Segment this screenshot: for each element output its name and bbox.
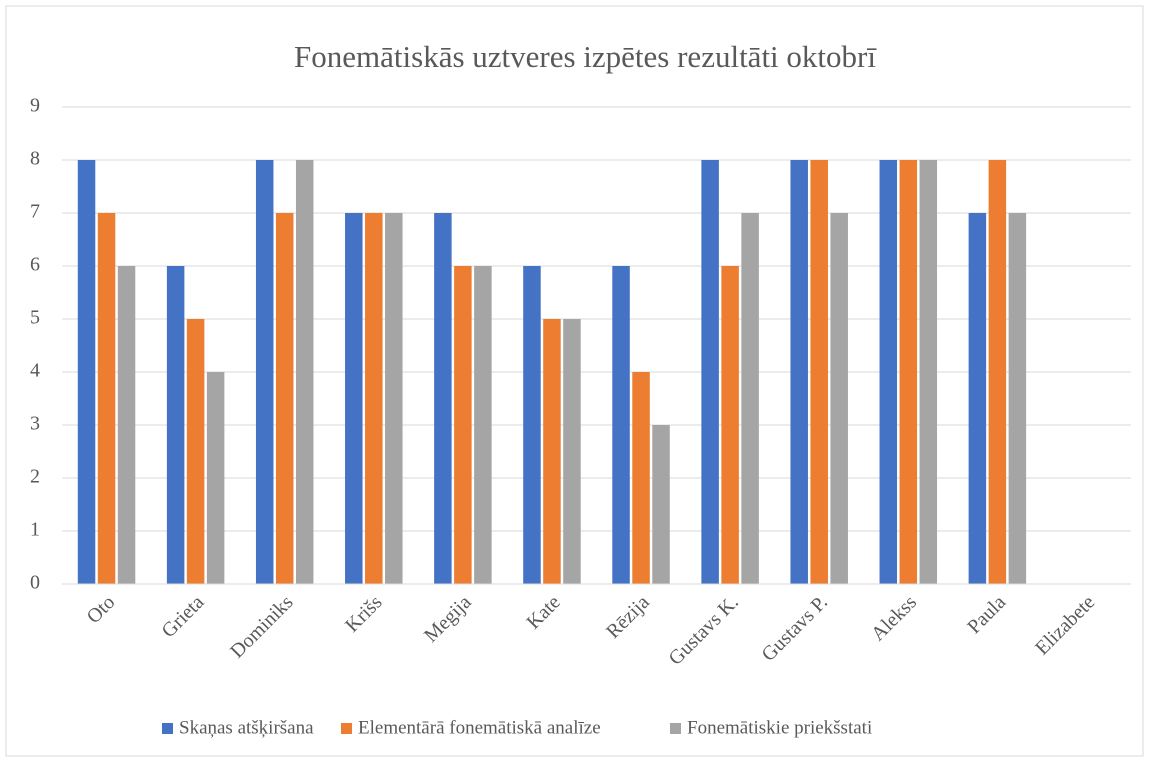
bar: [365, 213, 383, 584]
y-tick-label: 0: [30, 572, 40, 594]
chart-title: Fonemātiskās uztveres izpētes rezultāti …: [294, 39, 877, 74]
bar: [632, 372, 650, 584]
bar: [474, 266, 492, 584]
legend-swatch: [670, 723, 681, 734]
bar: [255, 160, 274, 584]
bar: [77, 160, 96, 584]
bar: [434, 213, 452, 584]
bar: [97, 213, 116, 584]
y-tick-label: 2: [30, 466, 40, 488]
bar: [1008, 213, 1027, 584]
y-tick-label: 9: [30, 95, 40, 117]
bar: [741, 213, 759, 584]
bar: [721, 266, 739, 584]
legend-swatch: [162, 723, 173, 734]
bar: [454, 266, 472, 584]
y-tick-label: 3: [30, 413, 40, 435]
bar: [275, 213, 294, 584]
bar: [701, 160, 719, 584]
bar: [295, 160, 314, 584]
bar: [186, 319, 205, 584]
bar: [968, 213, 987, 584]
y-tick-label: 7: [30, 201, 40, 223]
bar: [830, 213, 848, 584]
y-tick-label: 8: [30, 148, 40, 170]
legend-swatch: [341, 723, 352, 734]
legend-label: Fonemātiskie priekšstati: [687, 717, 872, 738]
bar: [612, 266, 630, 584]
bar: [790, 160, 808, 584]
bar: [206, 372, 225, 584]
bar: [345, 213, 363, 584]
bar: [899, 160, 918, 584]
bar: [879, 160, 898, 584]
bar: [117, 266, 136, 584]
bar: [166, 266, 185, 584]
bar: [652, 425, 670, 584]
bar: [385, 213, 403, 584]
bar: [523, 266, 541, 584]
y-tick-label: 6: [30, 254, 40, 276]
bar: [563, 319, 581, 584]
y-tick-label: 1: [30, 519, 40, 541]
y-tick-label: 5: [30, 307, 40, 329]
y-tick-label: 4: [30, 360, 40, 382]
bar: [988, 160, 1007, 584]
bar: [810, 160, 828, 584]
bar: [919, 160, 938, 584]
legend-label: Elementārā fonemātiskā analīze: [358, 717, 601, 738]
legend-label: Skaņas atšķiršana: [179, 717, 314, 738]
bar: [543, 319, 561, 584]
